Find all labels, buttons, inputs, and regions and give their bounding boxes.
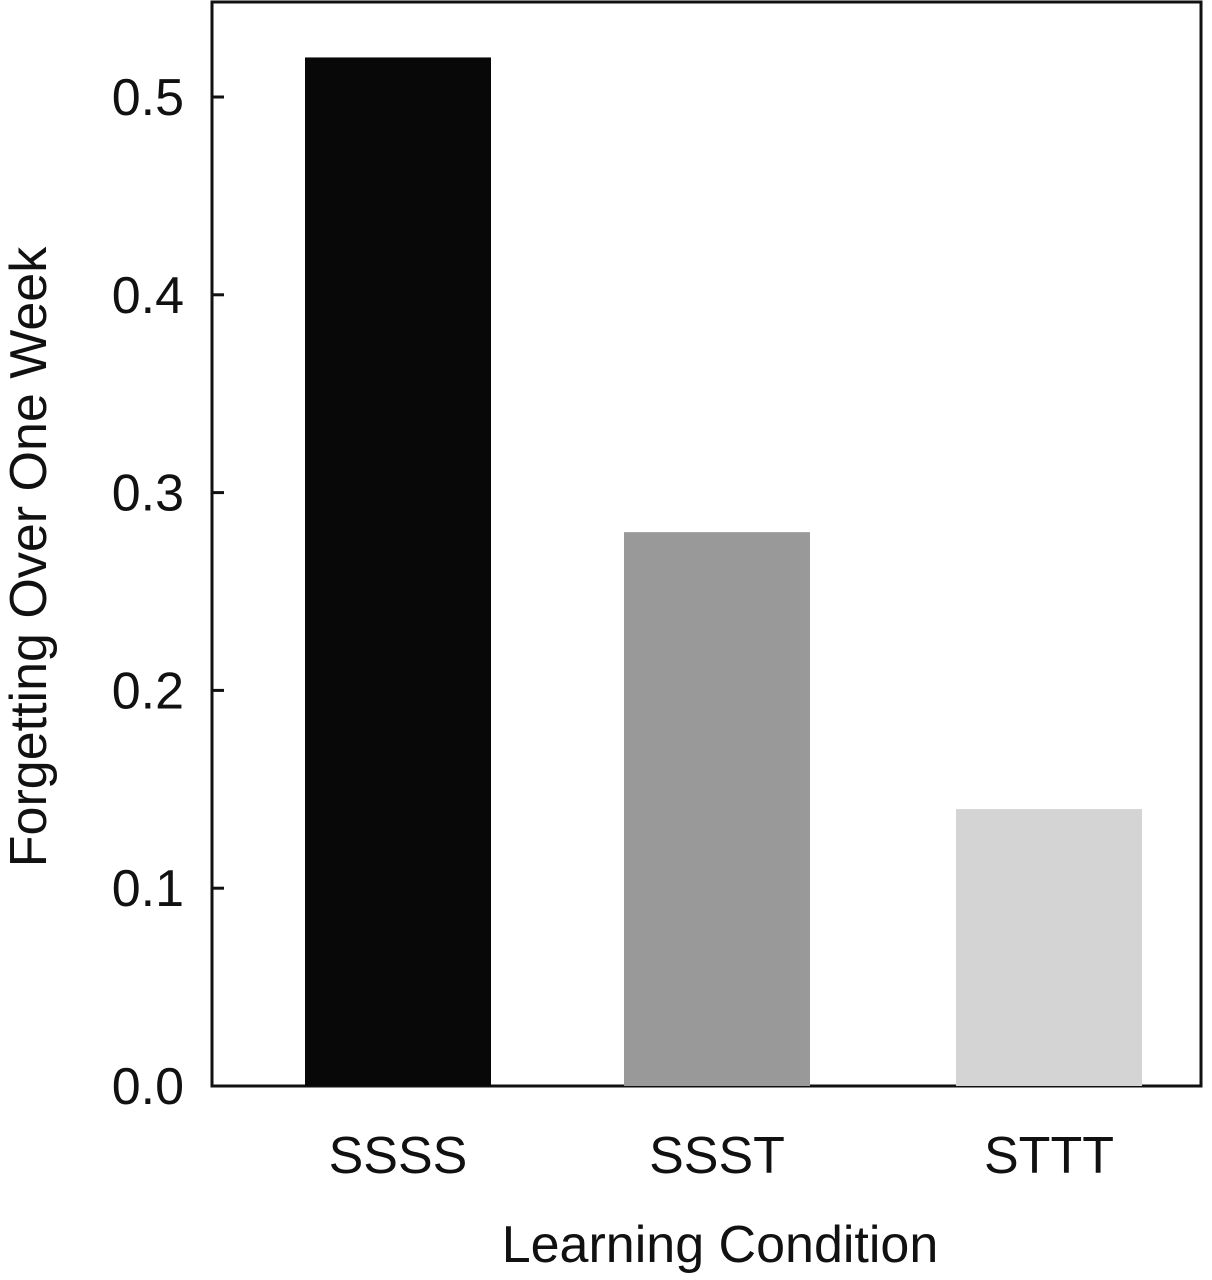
x-tick-label: STTT — [984, 1127, 1114, 1185]
x-axis-title: Learning Condition — [502, 1216, 939, 1274]
x-axis: SSSS SSST STTT — [329, 1127, 1114, 1185]
y-tick-label: 0.1 — [112, 860, 184, 918]
x-tick-label: SSSS — [329, 1127, 468, 1185]
y-tick-label: 0.4 — [112, 267, 184, 325]
bar-ssst — [624, 532, 810, 1086]
y-tick-label: 0.2 — [112, 662, 184, 720]
y-axis-title: Forgetting Over One Week — [0, 246, 58, 867]
y-tick-label: 0.5 — [112, 69, 184, 127]
bars — [305, 57, 1142, 1087]
y-tick-label: 0.0 — [112, 1058, 184, 1116]
bar-ssss — [305, 57, 491, 1087]
x-tick-label: SSST — [649, 1127, 785, 1185]
y-axis: 0.0 0.1 0.2 0.3 0.4 0.5 — [112, 69, 224, 1116]
y-tick-label: 0.3 — [112, 465, 184, 523]
bar-sttt — [956, 809, 1142, 1086]
